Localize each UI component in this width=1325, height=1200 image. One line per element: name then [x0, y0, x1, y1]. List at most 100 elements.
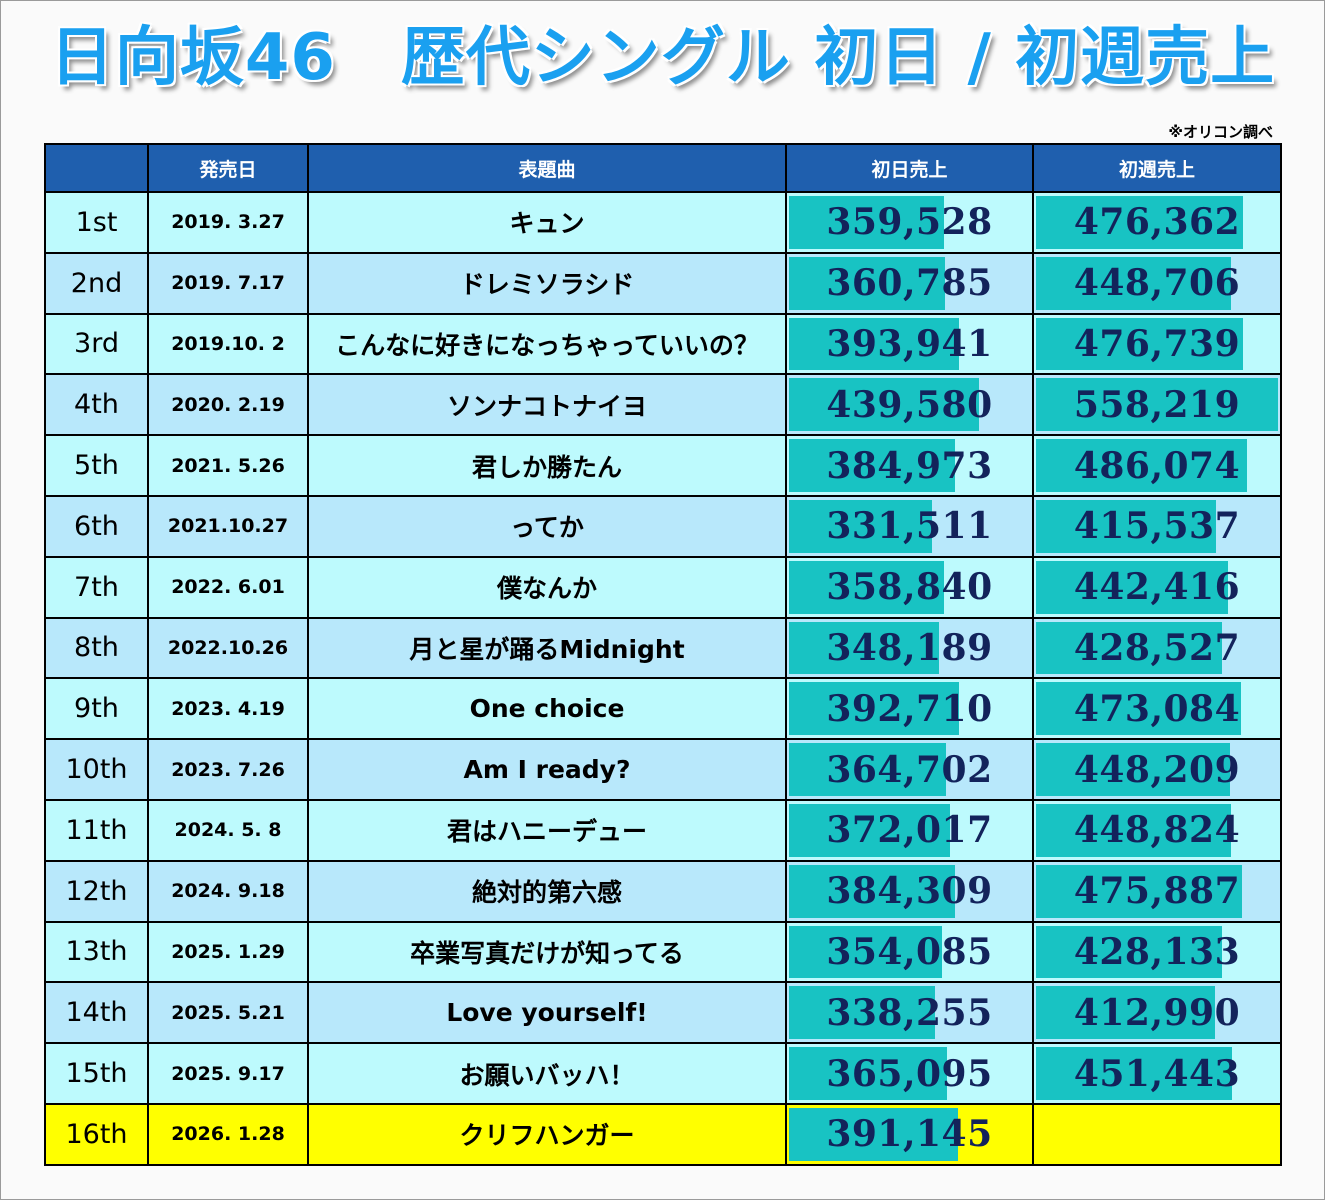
first-week-value: 448,706: [1073, 262, 1241, 305]
song-title: ってか: [307, 494, 787, 558]
first-day-value: 439,580: [826, 383, 993, 426]
first-day-sales: 392,710: [785, 677, 1034, 741]
table-row: 12th 2024. 9.18 絶対的第六感 384,309 475,887: [44, 859, 1282, 923]
first-day-sales: 364,702: [785, 738, 1034, 801]
single-number: 8th: [44, 616, 149, 680]
first-day-bar: [789, 317, 959, 371]
first-day-sales: 359,528: [785, 191, 1034, 254]
first-day-sales: 384,973: [785, 434, 1034, 497]
first-day-sales: 439,580: [785, 373, 1034, 437]
release-date: 2022.10.26: [147, 616, 309, 680]
page-title: 日向坂46 歴代シングル 初日 / 初週売上: [49, 20, 1276, 96]
table-row: 8th 2022.10.26 月と星が踊るMidnight 348,189 428,52…: [44, 616, 1282, 680]
first-day-bar: [789, 560, 944, 614]
song-title: 卒業写真だけが知ってる: [307, 920, 787, 984]
first-week-bar: [1036, 1047, 1232, 1100]
first-day-sales: 348,189: [785, 616, 1034, 680]
first-week-sales: 442,416: [1032, 555, 1282, 619]
first-week-value: 451,443: [1073, 1052, 1241, 1095]
source-note: ※オリコン調べ: [1168, 123, 1273, 141]
first-day-value: 338,255: [826, 991, 993, 1034]
first-week-bar: [1036, 925, 1222, 979]
single-number: 16th: [44, 1102, 149, 1166]
release-date: 2024. 5. 8: [147, 798, 309, 862]
first-day-sales: 372,017: [785, 798, 1034, 862]
first-day-sales: 384,309: [785, 859, 1034, 923]
first-day-bar: [789, 196, 944, 249]
first-day-sales: 360,785: [785, 251, 1034, 315]
sales-table: 発売日 表題曲 初日売上 初週売上 1st 2019. 3.27 キュン 359,52…: [44, 143, 1282, 1166]
table-row: 10th 2023. 7.26 Am I ready? 364,702 448,209: [44, 738, 1282, 801]
header-release-date: 発売日: [147, 143, 309, 193]
song-title: ドレミソラシド: [307, 251, 787, 315]
table-row: 1st 2019. 3.27 キュン 359,528 476,362: [44, 191, 1282, 254]
first-day-sales: 338,255: [785, 981, 1034, 1045]
song-title: Am I ready?: [307, 738, 787, 801]
release-date: 2023. 4.19: [147, 677, 309, 741]
first-week-sales: 475,887: [1032, 859, 1282, 923]
first-week-value: 415,537: [1073, 505, 1241, 548]
first-day-value: 354,085: [826, 930, 993, 973]
release-date: 2019.10. 2: [147, 312, 309, 376]
first-day-value: 359,528: [826, 201, 993, 244]
first-week-sales: 415,537: [1032, 494, 1282, 558]
first-day-bar: [789, 1047, 947, 1100]
first-day-bar: [789, 986, 935, 1040]
first-week-bar: [1036, 986, 1215, 1040]
first-week-bar: [1036, 560, 1228, 614]
table-row: 9th 2023. 4.19 One choice 392,710 473,084: [44, 677, 1282, 741]
first-week-value: 428,133: [1073, 930, 1241, 973]
first-week-bar: [1036, 196, 1243, 249]
single-number: 7th: [44, 555, 149, 619]
first-week-sales: 486,074: [1032, 434, 1282, 497]
first-week-sales: [1032, 1102, 1282, 1166]
first-day-value: 392,710: [826, 687, 993, 730]
header-first-week-sales: 初週売上: [1032, 143, 1282, 193]
single-number: 3rd: [44, 312, 149, 376]
first-day-value: 360,785: [826, 262, 993, 305]
release-date: 2025. 9.17: [147, 1042, 309, 1105]
single-number: 12th: [44, 859, 149, 923]
first-day-bar: [789, 1107, 958, 1161]
first-day-value: 391,145: [826, 1113, 993, 1156]
first-day-bar: [789, 378, 979, 432]
release-date: 2025. 1.29: [147, 920, 309, 984]
first-week-sales: 451,443: [1032, 1042, 1282, 1105]
first-week-value: 448,824: [1073, 809, 1241, 852]
first-day-sales: 331,511: [785, 494, 1034, 558]
first-day-value: 384,309: [826, 870, 993, 913]
first-week-value: 476,362: [1073, 201, 1241, 244]
first-week-bar: [1036, 743, 1230, 796]
first-day-bar: [789, 621, 939, 675]
table-row: 3rd 2019.10. 2 こんなに好きになっちゃっていいの？ 393,941 476…: [44, 312, 1282, 376]
song-title: 僕なんか: [307, 555, 787, 619]
first-day-bar: [789, 743, 946, 796]
first-week-bar: [1036, 621, 1222, 675]
song-title: クリフハンガー: [307, 1102, 787, 1166]
first-week-bar: [1036, 439, 1247, 492]
header-first-day-sales: 初日売上: [785, 143, 1034, 193]
first-week-sales: 448,824: [1032, 798, 1282, 862]
table-row: 16th 2026. 1.28 クリフハンガー 391,145: [44, 1102, 1282, 1166]
release-date: 2022. 6.01: [147, 555, 309, 619]
single-number: 11th: [44, 798, 149, 862]
single-number: 13th: [44, 920, 149, 984]
table-row: 2nd 2019. 7.17 ドレミソラシド 360,785 448,706: [44, 251, 1282, 315]
table-row: 6th 2021.10.27 ってか 331,511 415,537: [44, 494, 1282, 558]
release-date: 2025. 5.21: [147, 981, 309, 1045]
first-week-sales: 448,209: [1032, 738, 1282, 801]
first-day-value: 358,840: [826, 566, 993, 609]
first-week-value: 473,084: [1073, 687, 1241, 730]
first-week-bar: [1036, 256, 1231, 310]
release-date: 2023. 7.26: [147, 738, 309, 801]
release-date: 2019. 7.17: [147, 251, 309, 315]
first-day-value: 348,189: [826, 626, 993, 669]
first-week-bar: [1036, 499, 1216, 553]
release-date: 2024. 9.18: [147, 859, 309, 923]
first-day-bar: [789, 864, 955, 918]
single-number: 10th: [44, 738, 149, 801]
first-week-bar: [1036, 317, 1243, 371]
first-week-sales: 448,706: [1032, 251, 1282, 315]
first-week-value: 475,887: [1073, 870, 1241, 913]
first-week-sales: 558,219: [1032, 373, 1282, 437]
